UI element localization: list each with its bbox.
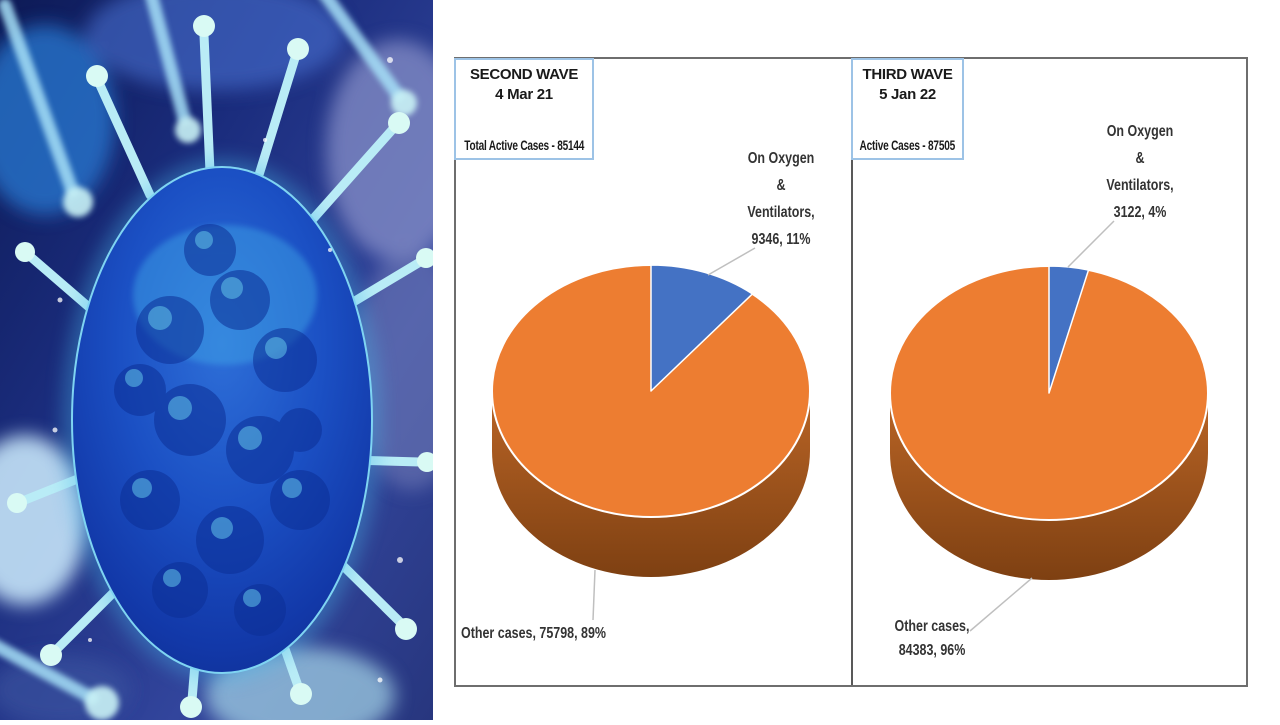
data-label-other-1: Other cases, 75798, 89% (461, 622, 647, 646)
data-label-other-2: Other cases, 84383, 96% (880, 615, 984, 663)
label-line: 3122, 4% (1113, 204, 1167, 221)
leader-oxygen-1 (707, 247, 756, 276)
sparkle-dots (52, 57, 403, 683)
label-line: On Oxygen (1106, 123, 1174, 140)
pie-second-wave (491, 264, 811, 577)
label-line: Other cases, 75798, 89% (461, 625, 607, 642)
leader-other-2 (969, 577, 1033, 632)
pie-slice-oxygen-ventilators (650, 264, 754, 392)
wave-title: SECOND WAVE (469, 66, 579, 83)
pie-charts-svg (491, 59, 1209, 685)
leader-other-1 (592, 569, 596, 621)
label-line: 9346, 11% (751, 231, 811, 248)
virus-body-highlights (125, 231, 302, 607)
header-box-third-wave: THIRD WAVE 5 Jan 22 Active Cases - 87505 (851, 58, 964, 160)
charts-panel: SECOND WAVE 4 Mar 21 Total Active Cases … (454, 57, 1248, 687)
leader-oxygen-2 (1067, 220, 1115, 268)
total-active-cases: Total Active Cases - 85144 (464, 137, 584, 153)
label-line: & (776, 177, 786, 194)
leader-lines (592, 220, 1115, 632)
wave-date: 4 Mar 21 (495, 86, 553, 103)
label-line: On Oxygen (747, 150, 815, 167)
virus-illustration-svg (0, 0, 472, 725)
label-line: 84383, 96% (898, 642, 966, 659)
header-box-second-wave: SECOND WAVE 4 Mar 21 Total Active Cases … (454, 58, 594, 160)
label-line: Ventilators, (1106, 177, 1174, 194)
virus-body (62, 158, 382, 682)
wave-title: THIRD WAVE (862, 66, 953, 83)
label-line: Ventilators, (747, 204, 815, 221)
label-line: Other cases, (894, 618, 970, 635)
data-label-oxygen-2: On Oxygen & Ventilators, 3122, 4% (1063, 118, 1217, 226)
virus-spike-knobs (7, 15, 437, 718)
label-line: & (1135, 150, 1145, 167)
pie-side-wall (890, 393, 1208, 580)
pie-side-wall (492, 391, 810, 577)
virus-illustration (0, 0, 472, 725)
background-virus-knobs (63, 90, 417, 720)
pie-third-wave (889, 265, 1209, 580)
wave-date: 5 Jan 22 (879, 86, 936, 103)
total-active-cases: Active Cases - 87505 (859, 137, 956, 153)
background-virus-arms (0, 0, 405, 705)
data-label-oxygen-1: On Oxygen & Ventilators, 9346, 11% (704, 145, 858, 253)
